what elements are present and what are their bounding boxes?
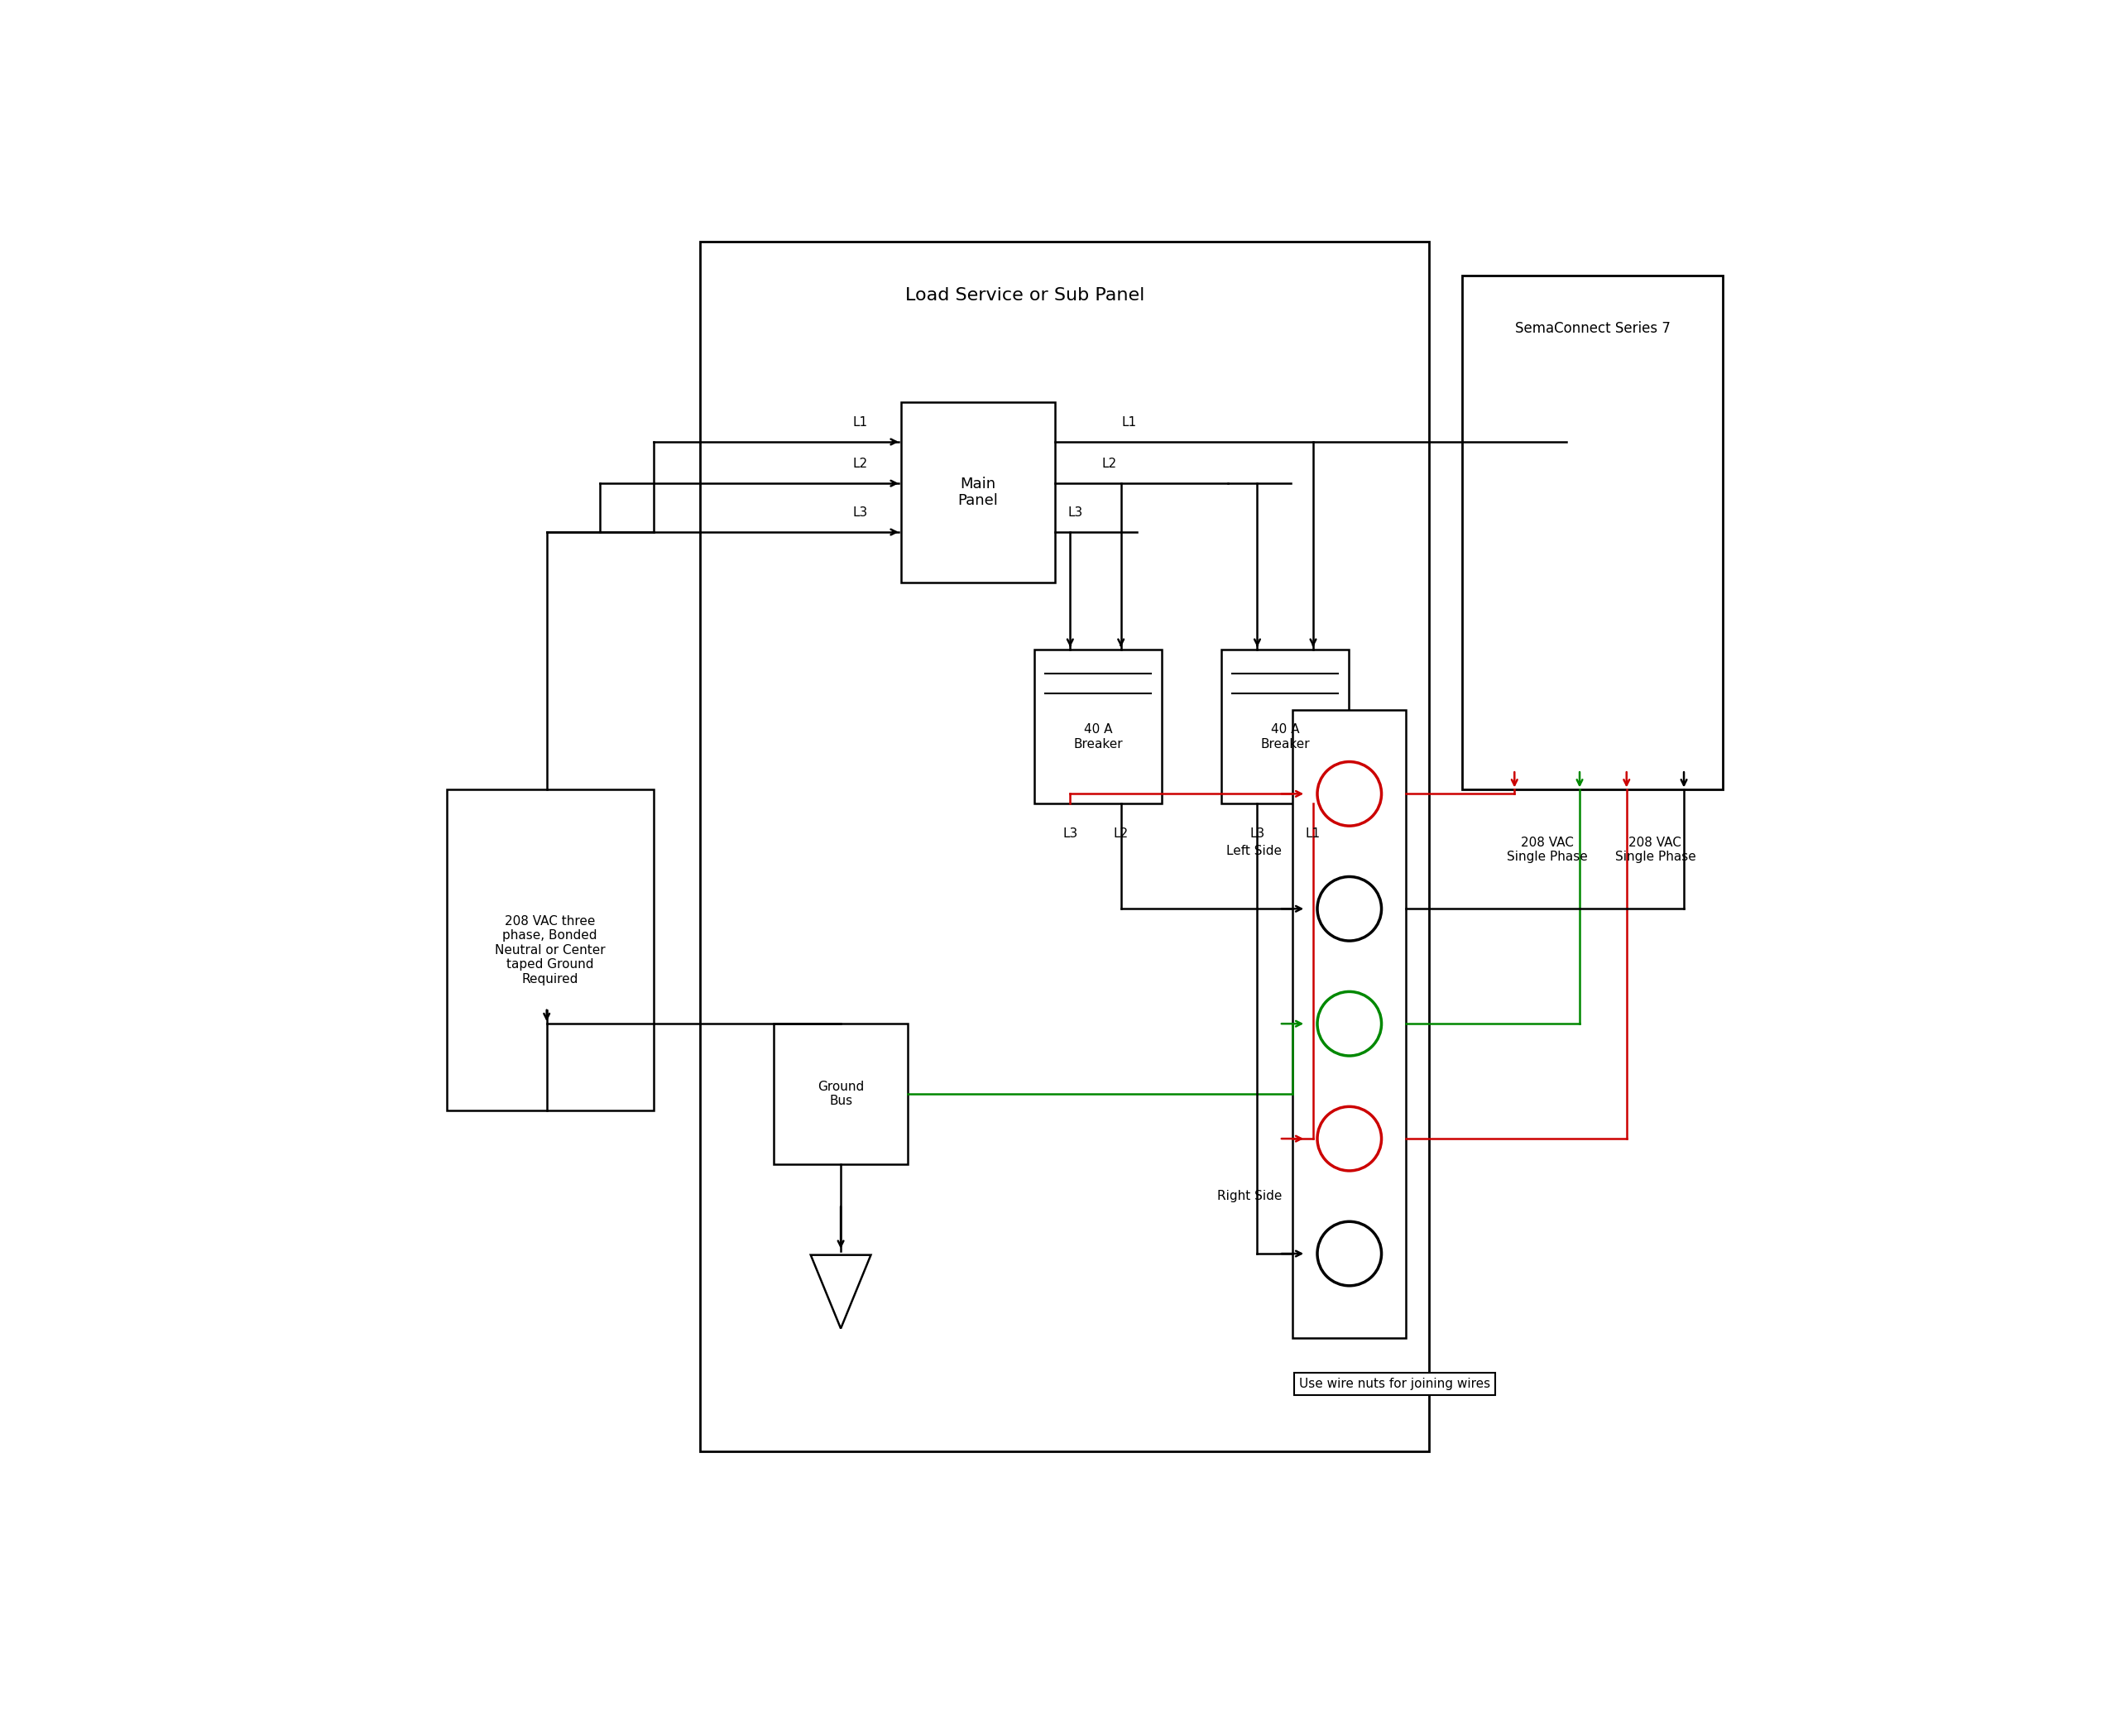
Bar [1034,649,1163,804]
Text: Right Side: Right Side [1217,1189,1283,1203]
Text: L2: L2 [852,458,867,470]
Text: 208 VAC
Single Phase: 208 VAC Single Phase [1507,837,1587,863]
Text: 208 VAC three
phase, Bonded
Neutral or Center
taped Ground
Required: 208 VAC three phase, Bonded Neutral or C… [494,915,606,986]
Circle shape [1317,877,1382,941]
Text: 40 A
Breaker: 40 A Breaker [1074,724,1123,750]
Text: L1: L1 [1306,828,1321,840]
Bar [701,241,1428,1451]
Bar [1222,649,1348,804]
Circle shape [1317,1222,1382,1286]
Text: L3: L3 [1063,828,1078,840]
Text: 208 VAC
Single Phase: 208 VAC Single Phase [1614,837,1696,863]
Text: L3: L3 [1068,507,1082,519]
Circle shape [1317,1106,1382,1170]
Text: L2: L2 [1114,828,1129,840]
Text: L3: L3 [852,507,867,519]
Text: L2: L2 [1101,458,1116,470]
Polygon shape [810,1255,871,1328]
Text: Main
Panel: Main Panel [958,476,998,509]
Text: Use wire nuts for joining wires: Use wire nuts for joining wires [1300,1378,1490,1391]
Text: SemaConnect Series 7: SemaConnect Series 7 [1515,321,1671,337]
Circle shape [1317,991,1382,1055]
Text: Load Service or Sub Panel: Load Service or Sub Panel [905,286,1144,304]
Text: L1: L1 [1123,417,1137,429]
Bar [774,1024,907,1165]
Bar [447,790,654,1111]
Text: Left Side: Left Side [1226,845,1283,858]
Bar [901,403,1055,583]
Text: Ground
Bus: Ground Bus [817,1080,863,1108]
Bar [1293,710,1405,1338]
Text: L3: L3 [1249,828,1264,840]
Text: L1: L1 [852,417,867,429]
Bar [1462,276,1724,790]
Text: 40 A
Breaker: 40 A Breaker [1260,724,1310,750]
Circle shape [1317,762,1382,826]
